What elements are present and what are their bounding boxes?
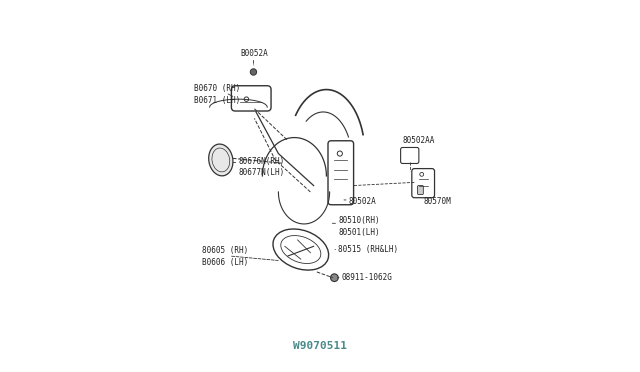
- Text: 80502A: 80502A: [349, 197, 376, 206]
- Circle shape: [330, 274, 338, 282]
- FancyBboxPatch shape: [417, 186, 423, 195]
- Circle shape: [250, 69, 257, 75]
- Text: 80605 (RH)
B0606 (LH): 80605 (RH) B0606 (LH): [202, 246, 248, 267]
- Text: 80676N(RH)
80677N(LH): 80676N(RH) 80677N(LH): [239, 157, 285, 177]
- Text: 80570M: 80570M: [423, 197, 451, 206]
- Text: 80502AA: 80502AA: [403, 136, 435, 145]
- Text: 80515 (RH&LH): 80515 (RH&LH): [338, 245, 398, 254]
- Text: 80510(RH)
80501(LH): 80510(RH) 80501(LH): [338, 216, 380, 237]
- Text: B0670 (RH)
B0671 (LH): B0670 (RH) B0671 (LH): [194, 84, 240, 105]
- Text: W9070511: W9070511: [293, 341, 347, 351]
- Text: B0052A: B0052A: [241, 49, 268, 58]
- Text: 08911-1062G: 08911-1062G: [342, 273, 392, 282]
- Ellipse shape: [209, 144, 233, 176]
